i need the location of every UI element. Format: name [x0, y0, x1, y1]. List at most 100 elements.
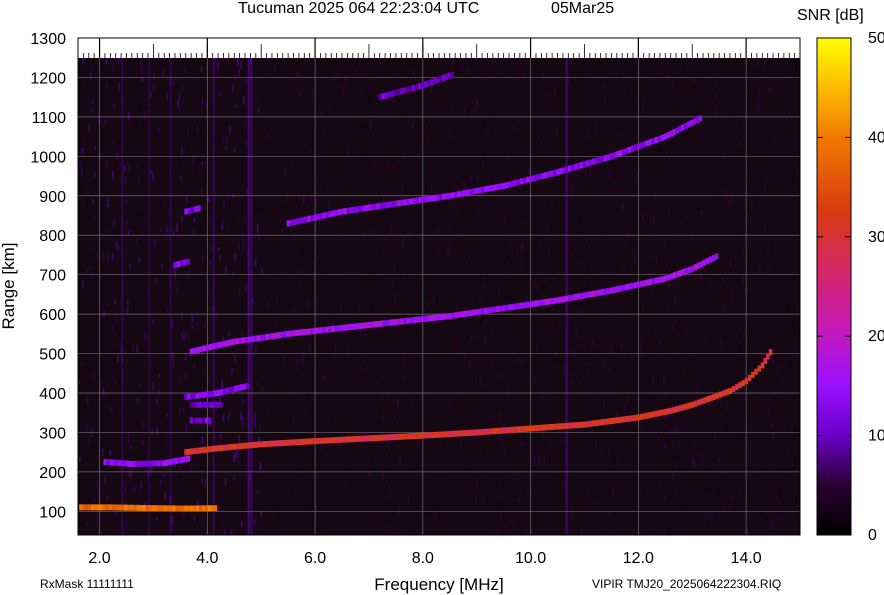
noise-speck	[519, 357, 521, 363]
noise-speck	[278, 307, 280, 317]
noise-speck	[290, 188, 293, 198]
noise-speck	[577, 393, 579, 399]
noise-speck	[792, 323, 794, 327]
noise-speck	[742, 485, 745, 492]
noise-speck	[323, 374, 325, 381]
noise-speck	[329, 332, 331, 339]
trace-cell	[600, 419, 605, 426]
noise-speck	[262, 174, 264, 182]
noise-speck	[308, 71, 311, 77]
y-tick-label: 400	[39, 386, 66, 403]
noise-speck	[498, 286, 500, 293]
noise-speck	[131, 246, 134, 250]
noise-speck	[693, 460, 696, 469]
trace-cell	[588, 291, 593, 298]
noise-speck	[82, 451, 84, 457]
trace-cell	[687, 266, 692, 273]
noise-speck	[722, 277, 724, 285]
noise-speck	[104, 119, 107, 126]
noise-speck	[453, 336, 455, 342]
noise-speck	[97, 429, 99, 437]
noise-speck	[693, 383, 695, 393]
trace-cell	[201, 447, 206, 454]
trace-cell	[559, 423, 563, 430]
trace-cell	[541, 172, 545, 179]
noise-speck	[582, 226, 585, 234]
trace-cell	[648, 278, 653, 285]
noise-speck	[128, 280, 131, 287]
noise-speck	[747, 233, 750, 238]
trace-cell	[319, 327, 324, 334]
noise-speck	[125, 177, 127, 184]
noise-speck	[427, 365, 429, 370]
trace-cell	[133, 504, 137, 511]
noise-speck	[268, 73, 271, 78]
noise-speck	[311, 263, 314, 272]
noise-speck	[408, 403, 410, 411]
noise-speck	[742, 431, 745, 438]
trace-cell	[454, 430, 458, 437]
noise-speck	[718, 257, 720, 265]
noise-speck	[488, 85, 491, 90]
noise-speck	[746, 335, 749, 341]
noise-speck	[604, 359, 606, 367]
noise-speck	[368, 451, 370, 460]
trace-cell	[582, 161, 587, 168]
noise-speck	[687, 289, 690, 294]
noise-speck	[594, 440, 597, 450]
noise-speck	[522, 71, 524, 80]
noise-speck	[519, 335, 521, 344]
noise-speck	[217, 355, 219, 361]
trace-cell	[588, 159, 593, 166]
noise-speck	[737, 140, 740, 147]
noise-speck	[288, 387, 291, 393]
noise-speck	[498, 171, 500, 179]
noise-speck	[642, 303, 644, 310]
noise-speck	[586, 373, 589, 383]
trace-cell	[165, 459, 170, 466]
noise-speck	[602, 281, 605, 290]
noise-speck	[534, 497, 537, 505]
noise-speck	[759, 99, 762, 107]
noise-speck	[157, 289, 160, 298]
noise-speck	[564, 202, 566, 207]
noise-speck	[782, 330, 784, 334]
noise-speck	[389, 219, 392, 226]
noise-speck	[303, 194, 305, 202]
noise-speck	[276, 199, 279, 203]
noise-speck	[483, 283, 485, 289]
noise-speck	[260, 511, 262, 517]
noise-speck	[129, 58, 132, 59]
noise-speck	[309, 504, 312, 511]
noise-speck	[337, 475, 340, 485]
trace-cell	[313, 327, 318, 334]
noise-speck	[85, 196, 88, 202]
noise-speck	[659, 83, 662, 88]
trace-cell	[502, 427, 506, 434]
trace-cell	[397, 433, 401, 440]
noise-speck	[408, 232, 411, 238]
noise-speck	[434, 400, 436, 405]
noise-speck	[704, 491, 706, 498]
noise-speck	[95, 285, 97, 291]
noise-speck	[175, 162, 177, 168]
noise-speck	[736, 83, 738, 89]
noise-speck	[608, 450, 610, 456]
noise-speck	[694, 274, 696, 282]
noise-speck	[791, 113, 794, 120]
noise-speck	[140, 300, 142, 308]
noise-speck	[389, 512, 392, 518]
noise-speck	[555, 484, 557, 489]
noise-speck	[450, 104, 453, 112]
noise-speck	[327, 488, 329, 496]
noise-speck	[540, 253, 543, 259]
noise-speck	[142, 78, 144, 83]
noise-speck	[793, 484, 796, 491]
trace-cell	[630, 282, 635, 289]
noise-speck	[646, 360, 649, 365]
noise-speck	[699, 321, 701, 329]
noise-speck	[762, 83, 765, 88]
noise-speck	[541, 395, 544, 400]
noise-speck	[575, 310, 578, 316]
noise-speck	[362, 354, 365, 363]
